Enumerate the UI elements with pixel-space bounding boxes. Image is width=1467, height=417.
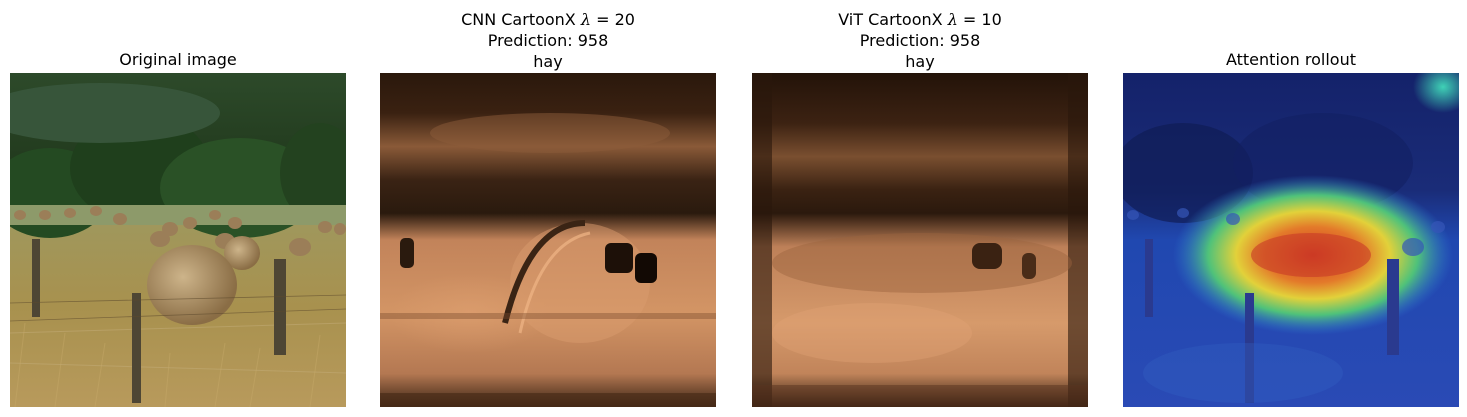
panel-original-image: Original image bbox=[10, 0, 346, 417]
cnn-cartoonx-mask bbox=[380, 73, 716, 407]
cnn-mask-image bbox=[380, 73, 716, 407]
panel-vit-cartoonx: ViT CartoonX λ = 10 Prediction: 958 hay bbox=[752, 0, 1088, 417]
panel-title: ViT CartoonX λ = 10 Prediction: 958 hay bbox=[732, 10, 1108, 73]
title-line-1: ViT CartoonX λ = 10 bbox=[838, 10, 1002, 29]
panel-title: CNN CartoonX λ = 20 Prediction: 958 hay bbox=[360, 10, 736, 73]
vit-cartoonx-mask bbox=[752, 73, 1088, 407]
title-line-1: CNN CartoonX λ = 20 bbox=[461, 10, 635, 29]
attention-heatmap bbox=[1123, 73, 1459, 407]
panel-title: Original image bbox=[119, 50, 237, 69]
panel-cnn-cartoonx: CNN CartoonX λ = 20 Prediction: 958 hay bbox=[380, 0, 716, 417]
attention-overlay-image bbox=[1123, 73, 1459, 407]
vit-mask-image bbox=[752, 73, 1088, 407]
panel-attention-rollout: Attention rollout bbox=[1123, 0, 1459, 417]
original-photo bbox=[10, 73, 346, 407]
hay-field-photo bbox=[10, 73, 346, 407]
panel-title: Attention rollout bbox=[1225, 50, 1357, 69]
